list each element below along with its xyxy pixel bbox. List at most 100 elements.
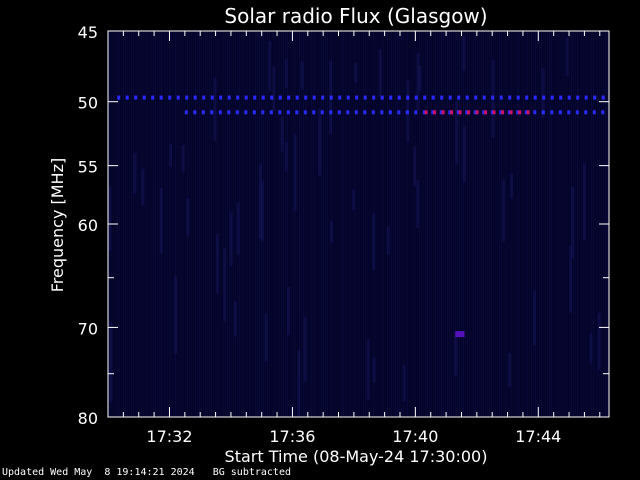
- noise-streak: [277, 32, 278, 416]
- noise-streak: [219, 32, 220, 416]
- noise-patch: [159, 187, 163, 254]
- spectral-features: [117, 95, 605, 338]
- noise-streak: [359, 32, 360, 416]
- interference-band-50.8-segment: [490, 110, 494, 115]
- interference-band-49.7-segment: [406, 95, 410, 100]
- noise-streak: [457, 32, 458, 416]
- noise-patch: [229, 211, 233, 266]
- noise-patch: [416, 52, 420, 111]
- noise-streak: [447, 32, 448, 416]
- noise-streak: [203, 32, 204, 416]
- interference-band-49.7-segment: [346, 95, 350, 100]
- noise-patch: [233, 301, 237, 337]
- intense-band-50.8-segment: [441, 110, 445, 115]
- noise-streak: [481, 32, 482, 416]
- noise-streak: [199, 32, 200, 416]
- noise-streak: [361, 32, 362, 416]
- noise-streak: [455, 32, 456, 416]
- noise-streak: [569, 32, 570, 416]
- noise-streak: [403, 32, 404, 416]
- noise-streak: [155, 32, 156, 416]
- noise-streak: [485, 32, 486, 416]
- noise-streak: [265, 32, 266, 416]
- noise-patch: [297, 350, 301, 416]
- noise-patch: [181, 144, 185, 172]
- chart-title: Solar radio Flux (Glasgow): [224, 4, 487, 28]
- interference-band-50.8-segment: [550, 110, 554, 115]
- interference-band-50.8-segment: [575, 110, 579, 115]
- noise-patch: [510, 173, 514, 199]
- x-tick-label: 17:36: [269, 427, 315, 446]
- interference-band-50.8-segment: [533, 110, 537, 115]
- interference-band-49.7-segment: [338, 95, 342, 100]
- noise-streak: [309, 32, 310, 416]
- interference-band-50.8-segment: [380, 110, 384, 115]
- y-tick-label: 70: [78, 319, 98, 338]
- noise-patch: [133, 152, 137, 194]
- noise-streak: [419, 32, 420, 416]
- noise-streak: [559, 32, 560, 416]
- noise-streak: [223, 32, 224, 416]
- noise-streak: [395, 32, 396, 416]
- noise-streak: [429, 32, 430, 416]
- noise-patch: [259, 164, 262, 239]
- noise-streak: [495, 32, 496, 416]
- noise-patch: [318, 108, 322, 176]
- noise-streak: [505, 32, 506, 416]
- interference-band-50.8-segment: [320, 110, 324, 115]
- interference-band-50.8-segment: [414, 110, 418, 115]
- noise-streak: [387, 32, 388, 416]
- noise-patch: [169, 143, 173, 168]
- intense-band-50.8-segment: [475, 110, 479, 115]
- noise-streak: [575, 32, 576, 416]
- interference-band-49.7-segment: [176, 95, 180, 100]
- x-tick-label: 17:44: [515, 427, 561, 446]
- noise-streak: [305, 32, 306, 416]
- noise-streak: [437, 32, 438, 416]
- noise-patch: [378, 49, 382, 97]
- interference-band-50.8-segment: [244, 110, 248, 115]
- interference-band-49.7-segment: [508, 95, 512, 100]
- interference-band-50.8-segment: [227, 110, 231, 115]
- noise-streak: [329, 32, 330, 416]
- noise-streak: [295, 32, 296, 416]
- interference-band-49.7-segment: [244, 95, 248, 100]
- noise-patch: [589, 333, 593, 364]
- interference-band-49.7-segment: [431, 95, 435, 100]
- interference-band-50.8-segment: [371, 110, 375, 115]
- interference-band-50.8-segment: [567, 110, 571, 115]
- noise-streak: [389, 32, 390, 416]
- footer-note: BG subtracted: [212, 467, 291, 478]
- interference-band-50.8-segment: [278, 110, 282, 115]
- noise-streak: [315, 32, 316, 416]
- noise-patch: [108, 186, 111, 251]
- interference-band-50.8-segment: [524, 110, 528, 115]
- noise-streak: [217, 32, 218, 416]
- noise-streak: [415, 32, 416, 416]
- intense-band-50.8-segment: [484, 110, 488, 115]
- interference-band-49.7-segment: [253, 95, 257, 100]
- interference-band-50.8-segment: [482, 110, 486, 115]
- interference-band-49.7-segment: [389, 95, 393, 100]
- interference-band-49.7-segment: [380, 95, 384, 100]
- noise-streak: [539, 32, 540, 416]
- noise-streak: [251, 32, 252, 416]
- interference-band-49.7-segment: [533, 95, 537, 100]
- noise-streak: [227, 32, 228, 416]
- noise-streak: [391, 32, 392, 416]
- noise-streak: [267, 32, 268, 416]
- noise-streak: [229, 32, 230, 416]
- noise-streak: [321, 32, 322, 416]
- noise-streak: [449, 32, 450, 416]
- noise-streak: [163, 32, 164, 416]
- noise-streak: [509, 32, 510, 416]
- interference-band-50.8-segment: [286, 110, 290, 115]
- noise-streak: [269, 32, 270, 416]
- noise-patch: [300, 61, 304, 90]
- noise-streak: [467, 32, 468, 416]
- noise-streak: [409, 32, 410, 416]
- noise-streak: [581, 32, 582, 416]
- interference-band-50.8-segment: [346, 110, 350, 115]
- interference-band-50.8-segment: [558, 110, 562, 115]
- noise-patch: [454, 331, 458, 376]
